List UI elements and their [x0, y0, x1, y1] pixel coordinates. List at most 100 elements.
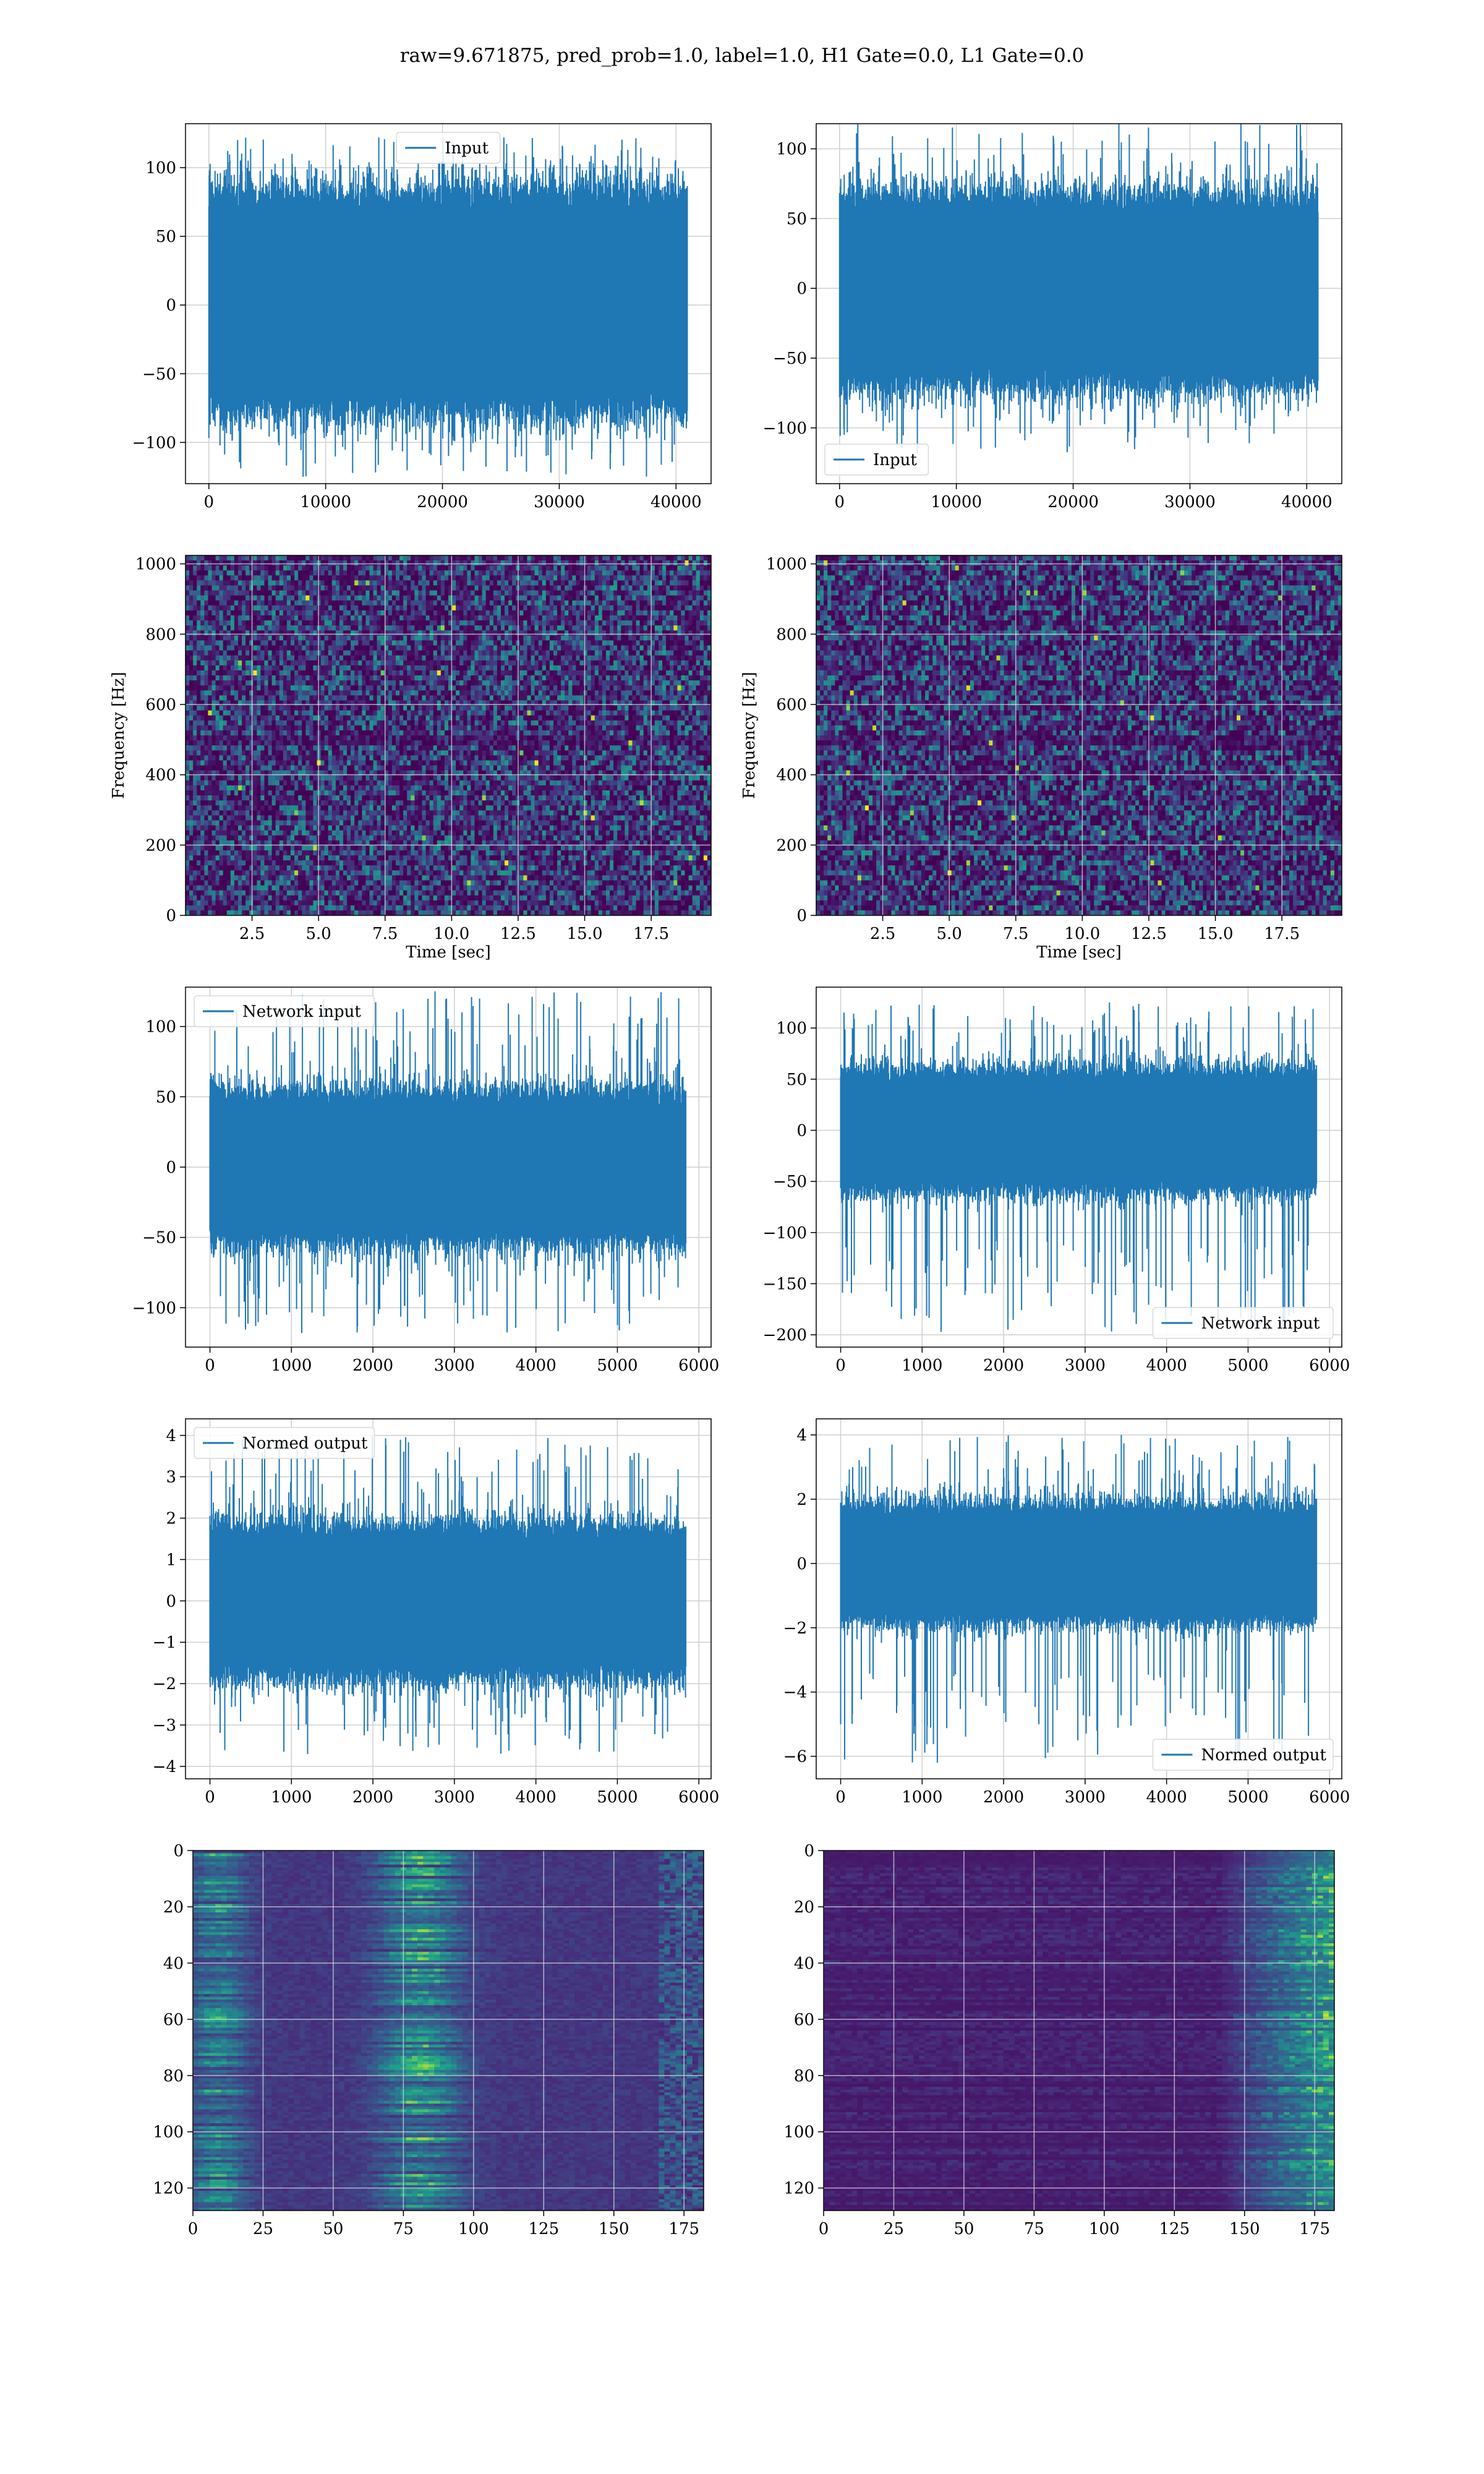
x-tick-label: 12.5: [1131, 925, 1167, 943]
legend-label: Normed output: [1201, 1746, 1327, 1765]
ticks-r4c0: 0 25 50 75 100 125 150 175 0 20 40 60 80 100 120: [153, 1842, 699, 2238]
heatmap-r1c0: [186, 555, 711, 915]
x-tick-label: 3000: [1065, 1788, 1106, 1807]
x-tick-label: 100: [1089, 2220, 1120, 2238]
series-line-r0c1: [838, 124, 1319, 453]
x-tick-label: 150: [1229, 2220, 1260, 2238]
x-tick-label: 5000: [1227, 1356, 1268, 1375]
x-tick-label: 0: [188, 2220, 198, 2238]
x-tick-label: 40000: [1281, 493, 1333, 511]
x-tick-label: 17.5: [633, 925, 669, 943]
x-tick-label: 2000: [983, 1356, 1024, 1375]
y-tick-label: −2: [153, 1675, 176, 1693]
x-tick-label: 175: [668, 2220, 699, 2238]
x-tick-label: 5.0: [306, 925, 331, 943]
axes-frame: [185, 1418, 712, 1779]
x-tick-label: 4000: [516, 1788, 556, 1807]
legend-label: Network input: [1201, 1314, 1320, 1333]
grid-r1c1: [816, 555, 1342, 916]
y-tick-label: −1: [153, 1633, 176, 1652]
y-tick-label: 800: [145, 625, 176, 644]
y-tick-label: 50: [156, 228, 176, 246]
x-tick-label: 2000: [352, 1356, 393, 1375]
y-tick-label: 0: [166, 1592, 176, 1611]
y-tick-label: −100: [763, 1224, 807, 1243]
y-tick-label: −50: [773, 349, 807, 368]
x-tick-label: 1000: [902, 1788, 942, 1807]
y-tick-label: 0: [166, 907, 176, 925]
y-tick-label: 0: [166, 1158, 176, 1177]
series-line-r2c0: [209, 991, 687, 1333]
y-tick-label: −100: [132, 1299, 176, 1317]
x-tick-label: 5.0: [937, 925, 962, 943]
y-tick-label: 0: [796, 1121, 807, 1140]
heatmap-r4c0: [193, 1851, 704, 2211]
x-tick-label: 20000: [1047, 493, 1099, 511]
x-tick-label: 10000: [300, 493, 351, 511]
y-tick-label: −100: [132, 434, 176, 452]
x-tick-label: 125: [528, 2220, 559, 2238]
y-tick-label: −200: [763, 1326, 807, 1345]
x-tick-label: 6000: [1309, 1788, 1350, 1807]
axes-frame: [816, 1418, 1342, 1779]
axes-r4c1: 0 25 50 75 100 125 150 175 0 20 40 60 80 100 120: [783, 1842, 1335, 2238]
x-tick-label: 150: [599, 2220, 629, 2238]
y-tick-label: 80: [163, 2067, 184, 2086]
legend-r0c1: Input: [824, 443, 929, 476]
y-tick-label: 2: [166, 1510, 176, 1528]
x-tick-label: 40000: [650, 493, 702, 511]
y-tick-label: 40: [794, 1954, 814, 1973]
legend-label: Normed output: [242, 1434, 368, 1453]
y-tick-label: 4: [796, 1426, 807, 1445]
y-tick-label: 100: [776, 1019, 807, 1038]
spectrogram-cells: [816, 555, 1342, 915]
axes-r1c0: 2.5 5.0 7.5 10.0 12.5 15.0 17.5 0 200 400 600 800 10…: [109, 555, 712, 962]
x-tick-label: 50: [323, 2220, 343, 2238]
legend-r0c0: Input: [396, 132, 501, 164]
y-tick-label: 60: [163, 2011, 184, 2029]
y-tick-label: 120: [153, 2180, 184, 2198]
y-tick-label: 0: [796, 907, 807, 925]
y-tick-label: 0: [173, 1842, 184, 1860]
x-tick-label: 6000: [1309, 1356, 1350, 1375]
x-tick-label: 0: [835, 493, 845, 511]
series-line-r0c0: [208, 137, 688, 477]
legend-r3c1: Normed output: [1152, 1739, 1334, 1771]
axes-frame: [816, 987, 1342, 1348]
y-tick-label: 1000: [135, 555, 176, 574]
x-tick-label: 15.0: [1198, 925, 1234, 943]
y-tick-label: 50: [787, 210, 807, 228]
x-tick-label: 3000: [434, 1356, 475, 1375]
y-tick-label: 100: [783, 2123, 814, 2142]
x-tick-label: 5000: [597, 1356, 638, 1375]
x-tick-label: 2000: [983, 1788, 1024, 1807]
x-tick-label: 10.0: [433, 925, 469, 943]
x-tick-label: 0: [205, 1788, 215, 1807]
heatmap-cells: [824, 1851, 1334, 2211]
x-tick-label: 15.0: [567, 925, 603, 943]
x-tick-label: 4000: [1146, 1356, 1187, 1375]
x-tick-label: 6000: [678, 1788, 719, 1807]
y-tick-label: 800: [776, 625, 807, 644]
x-tick-label: 1000: [902, 1356, 942, 1375]
legend-r3c0: Normed output: [194, 1427, 375, 1459]
grid-r1c0: [186, 555, 711, 916]
y-tick-label: −2: [783, 1619, 807, 1638]
x-tick-label: 4000: [1146, 1788, 1187, 1807]
y-tick-label: 0: [796, 280, 807, 298]
y-tick-label: 100: [145, 1018, 176, 1037]
x-tick-label: 0: [835, 1788, 846, 1807]
axes-r3c1: Normed output 0 1000 2000 3000 4000 5000 6000 −6…: [783, 1418, 1350, 1807]
y-tick-label: −6: [783, 1748, 807, 1766]
x-axis-label: Time [sec]: [406, 943, 491, 962]
x-tick-label: 2000: [352, 1788, 393, 1807]
y-axis-label: Frequency [Hz]: [109, 672, 128, 799]
x-tick-label: 125: [1159, 2220, 1190, 2238]
series-line-r2c1: [840, 1002, 1318, 1332]
legend-box: [1152, 1739, 1334, 1771]
y-tick-label: 3: [166, 1468, 176, 1487]
ticks-r4c1: 0 25 50 75 100 125 150 175 0 20 40 60 80 100 120: [783, 1842, 1330, 2238]
y-tick-label: 20: [794, 1898, 814, 1917]
